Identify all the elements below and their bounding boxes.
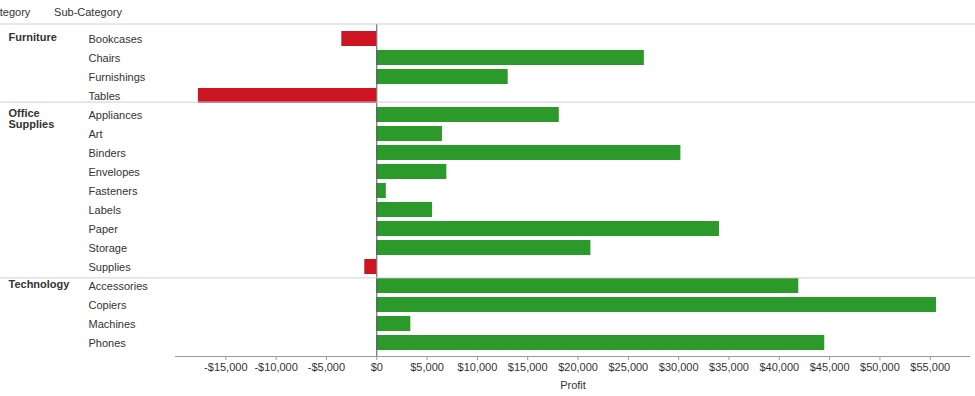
svg-text:Machines: Machines <box>89 318 137 330</box>
svg-text:$5,000: $5,000 <box>410 361 444 373</box>
svg-text:Profit: Profit <box>560 379 586 391</box>
svg-text:$55,000: $55,000 <box>910 361 950 373</box>
svg-text:$25,000: $25,000 <box>608 361 648 373</box>
svg-text:Art: Art <box>89 128 103 140</box>
svg-text:$20,000: $20,000 <box>558 361 598 373</box>
svg-text:$0: $0 <box>371 361 383 373</box>
svg-text:$35,000: $35,000 <box>709 361 749 373</box>
svg-text:Binders: Binders <box>89 147 127 159</box>
svg-text:Copiers: Copiers <box>89 299 127 311</box>
svg-text:Sub-Category: Sub-Category <box>54 6 122 18</box>
svg-text:Furnishings: Furnishings <box>89 71 146 83</box>
svg-text:OfficeSupplies: OfficeSupplies <box>9 107 55 130</box>
svg-text:Paper: Paper <box>89 223 119 235</box>
svg-text:Supplies: Supplies <box>89 261 132 273</box>
svg-text:Phones: Phones <box>89 337 127 349</box>
svg-text:Storage: Storage <box>89 242 128 254</box>
svg-text:Chairs: Chairs <box>89 52 121 64</box>
svg-text:$15,000: $15,000 <box>508 361 548 373</box>
svg-text:Appliances: Appliances <box>89 109 143 121</box>
svg-text:$40,000: $40,000 <box>759 361 799 373</box>
svg-text:-$15,000: -$15,000 <box>204 361 247 373</box>
svg-text:Category: Category <box>0 6 31 18</box>
svg-text:$45,000: $45,000 <box>810 361 850 373</box>
svg-text:Accessories: Accessories <box>89 280 149 292</box>
svg-text:$30,000: $30,000 <box>659 361 699 373</box>
svg-text:Tables: Tables <box>89 90 121 102</box>
svg-text:Furniture: Furniture <box>9 31 57 43</box>
svg-text:$10,000: $10,000 <box>458 361 498 373</box>
svg-text:Bookcases: Bookcases <box>89 33 143 45</box>
svg-text:-$10,000: -$10,000 <box>254 361 297 373</box>
svg-text:Fasteners: Fasteners <box>89 185 138 197</box>
svg-text:Technology: Technology <box>9 278 71 290</box>
svg-text:Envelopes: Envelopes <box>89 166 141 178</box>
svg-text:Labels: Labels <box>89 204 122 216</box>
svg-text:$50,000: $50,000 <box>860 361 900 373</box>
svg-text:-$5,000: -$5,000 <box>308 361 345 373</box>
